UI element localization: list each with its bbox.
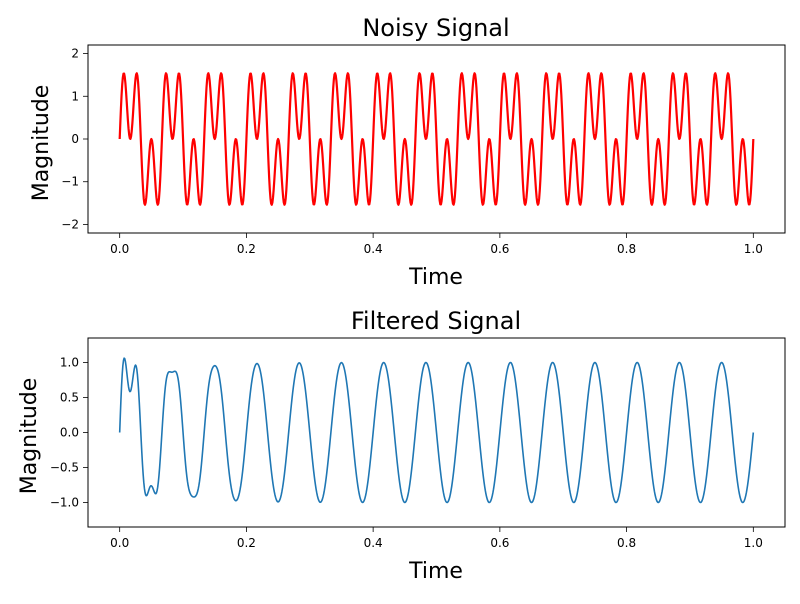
x-tick-label: 1.0 [744,536,763,550]
filtered-signal-lines [118,357,755,504]
y-tick-label: 0 [71,132,79,146]
y-tick-label: 1 [71,89,79,103]
filtered-signal-panel: Filtered Signal 0.0 0.2 0.4 0.6 0.8 1.0 −1.0−… [17,307,786,584]
x-tick-label: 0.0 [110,536,129,550]
x-tick-label: 0.8 [617,536,636,550]
x-tick-label: 0.4 [364,242,383,256]
filtered-signal-y-ticks: −1.0 −0.5 0.0 0.5 1.0 [50,356,88,510]
x-tick-label: 0.8 [617,242,636,256]
y-tick-label: 2 [71,47,79,61]
noisy-signal-x-ticks: 0.0 0.2 0.4 0.6 0.8 1.0 [110,233,763,256]
noisy-signal-title: Noisy Signal [362,14,509,42]
y-tick-label: −1.0 [50,496,79,510]
noisy-signal-panel: Noisy Signal 0.0 0.2 0.4 0.6 0.8 1.0 −2−1012 … [29,14,786,290]
noisy-signal-lines [118,72,755,206]
x-tick-label: 0.0 [110,242,129,256]
filtered-signal-y-axis-label: Magnitude [17,378,42,495]
x-tick-label: 0.2 [237,242,256,256]
filtered-signal-x-ticks: 0.0 0.2 0.4 0.6 0.8 1.0 [110,527,763,550]
filtered-signal-line [118,357,755,504]
x-tick-label: 1.0 [744,242,763,256]
y-tick-label: 1.0 [60,356,79,370]
filtered-signal-title: Filtered Signal [351,307,521,335]
x-tick-label: 0.2 [237,536,256,550]
y-tick-label: 0.0 [60,426,79,440]
x-tick-label: 0.4 [364,536,383,550]
filtered-signal-x-axis-label: Time [408,559,463,584]
noisy-signal-y-ticks: −2 −1 0 1 2 [61,47,88,231]
y-tick-label: 0.5 [60,391,79,405]
y-tick-label: −0.5 [50,461,79,475]
x-tick-label: 0.6 [490,536,509,550]
y-tick-label: −1 [61,175,79,189]
noisy-signal-x-axis-label: Time [408,265,463,290]
y-tick-label: −2 [61,217,79,231]
noisy-signal-line [118,72,755,206]
x-tick-label: 0.6 [490,242,509,256]
noisy-signal-y-axis-label: Magnitude [29,85,54,202]
